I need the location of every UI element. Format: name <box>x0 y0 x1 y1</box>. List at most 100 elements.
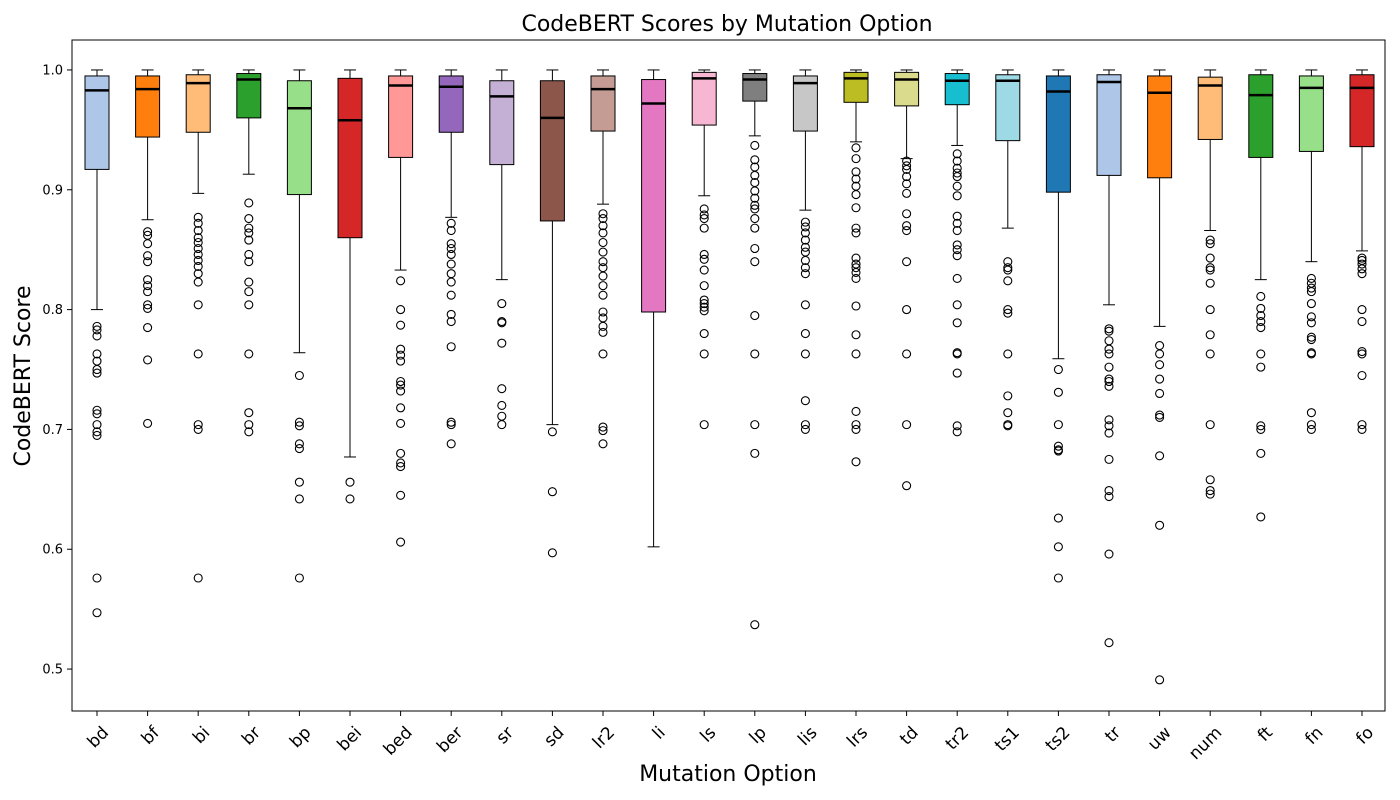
outlier-point <box>800 228 810 238</box>
box-body <box>1248 74 1274 158</box>
outlier-point <box>294 494 304 504</box>
box-bf <box>135 69 161 428</box>
outlier-point <box>598 281 608 291</box>
outlier-point <box>699 249 709 260</box>
outlier-point <box>902 172 912 182</box>
x-axis-title: Mutation Option <box>639 762 817 787</box>
outlier-point <box>1155 340 1165 351</box>
outlier-point <box>396 537 406 547</box>
outlier-point <box>1357 259 1367 269</box>
box-ft <box>1248 69 1274 522</box>
box-body <box>944 73 970 106</box>
outlier-point <box>1205 239 1215 249</box>
outlier-point <box>699 295 709 305</box>
outlier-point <box>1205 485 1215 496</box>
outlier-point <box>1357 264 1367 274</box>
outlier-point <box>497 338 507 348</box>
outlier-point <box>1003 408 1013 418</box>
outlier-point <box>800 420 810 430</box>
outlier-point <box>1104 638 1114 648</box>
y-tick-label: 0.9 <box>42 183 63 198</box>
outlier-point <box>1205 265 1215 275</box>
x-tick-label: bp <box>286 723 315 752</box>
outlier-point <box>1104 381 1114 391</box>
outlier-point <box>446 439 456 449</box>
x-tick-label: ft <box>1254 723 1277 746</box>
box-tr2 <box>944 69 970 437</box>
outlier-point <box>800 255 810 266</box>
outlier-point <box>244 349 254 359</box>
outlier-point <box>598 263 608 273</box>
outlier-point <box>1003 391 1013 401</box>
outlier-point <box>294 370 304 381</box>
outlier-point <box>244 213 254 224</box>
x-tick-label: bei <box>334 723 367 756</box>
outlier-point <box>1155 410 1165 420</box>
box-body <box>1147 75 1173 179</box>
outlier-point <box>244 300 254 310</box>
outlier-point <box>1357 349 1367 359</box>
outlier-point <box>143 239 153 249</box>
outlier-point <box>497 299 507 309</box>
outlier-point <box>902 188 912 198</box>
outlier-point <box>800 242 810 252</box>
x-tick-label: uw <box>1144 723 1176 755</box>
x-tick-label: ls <box>696 723 720 747</box>
outlier-point <box>1357 253 1367 263</box>
outlier-point <box>497 420 507 430</box>
outlier-point <box>1053 387 1063 397</box>
outlier-point <box>396 418 406 428</box>
outlier-point <box>952 240 962 250</box>
outlier-point <box>143 257 153 267</box>
x-tick-label: sr <box>492 723 517 748</box>
outlier-point <box>1053 364 1063 375</box>
box-sd <box>539 69 565 558</box>
outlier-point <box>244 223 254 233</box>
outlier-point <box>952 251 962 261</box>
outlier-point <box>1003 308 1013 318</box>
x-tick-label: fn <box>1301 723 1327 749</box>
x-tick-label: td <box>896 723 922 749</box>
outlier-point <box>699 210 709 220</box>
outlier-point <box>699 213 709 224</box>
outlier-point <box>143 323 153 333</box>
outlier-point <box>598 327 608 337</box>
box-bi <box>185 69 211 583</box>
outlier-point <box>1053 513 1063 523</box>
y-tick-label: 0.6 <box>42 543 63 558</box>
box-ts2 <box>1045 69 1071 583</box>
outlier-point <box>952 218 962 228</box>
outlier-point <box>497 318 507 328</box>
plot-area <box>84 69 1375 685</box>
outlier-point <box>598 307 608 317</box>
outlier-point <box>1306 312 1316 322</box>
outlier-point <box>446 290 456 300</box>
outlier-point <box>1256 421 1266 431</box>
outlier-point <box>497 411 507 421</box>
outlier-point <box>1104 428 1114 438</box>
box-lis <box>792 69 818 434</box>
outlier-point <box>92 364 102 375</box>
outlier-point <box>446 317 456 327</box>
outlier-point <box>446 342 456 352</box>
outlier-point <box>952 318 962 328</box>
outlier-point <box>1256 317 1266 327</box>
outlier-point <box>547 427 557 437</box>
outlier-point <box>952 156 962 166</box>
box-li <box>641 69 667 548</box>
outlier-point <box>851 457 861 467</box>
outlier-point <box>598 247 608 257</box>
box-body <box>236 73 262 119</box>
box-body <box>438 75 464 133</box>
box-body <box>539 80 565 222</box>
outlier-point <box>598 321 608 331</box>
outlier-point <box>750 420 760 430</box>
outlier-point <box>1205 235 1215 245</box>
outlier-point <box>1357 346 1367 357</box>
outlier-point <box>1003 349 1013 359</box>
outlier-point <box>1256 311 1266 321</box>
box-body <box>286 80 312 196</box>
outlier-point <box>952 191 962 201</box>
outlier-point <box>143 300 153 310</box>
outlier-point <box>92 325 102 335</box>
